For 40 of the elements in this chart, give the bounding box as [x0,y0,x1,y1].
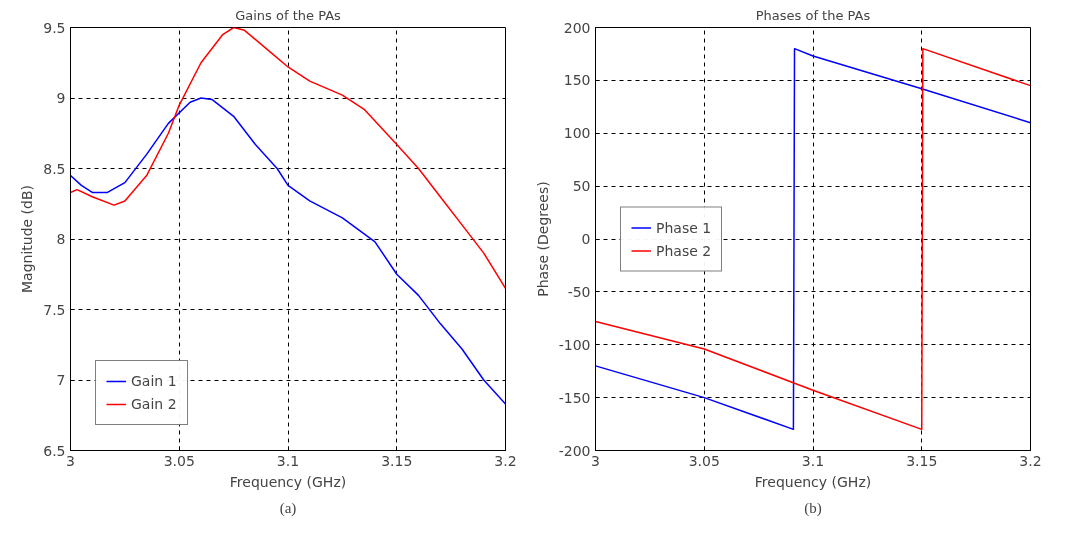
chart-title: Gains of the PAs [235,7,342,23]
y-tick-label: 9.5 [43,19,66,36]
y-tick-label: 100 [563,125,591,142]
y-tick-label: 8.5 [43,160,66,177]
y-axis-title: Magnitude (dB) [19,184,36,294]
y-tick-label: -200 [558,442,591,459]
y-tick-label: 50 [572,178,591,195]
y-tick-label: -50 [567,283,591,300]
y-axis-title: Phase (Degrees) [534,181,551,297]
x-tick-label: 3 [66,452,75,469]
x-tick-label: 3.2 [1019,452,1042,469]
y-tick-label: -150 [558,389,591,406]
text: (b) [804,499,822,517]
text: (a) [279,499,297,517]
legend-label: Phase 1 [656,219,712,235]
legend-label: Phase 2 [656,242,712,258]
x-tick-label: 3.05 [688,452,720,469]
line-series [70,27,506,290]
y-tick-label: 9 [56,90,66,106]
y-tick-label: 7 [56,372,66,388]
y-tick-label: -100 [558,336,591,353]
y-tick-label: 150 [563,72,591,89]
x-axis-title: Frequency (GHz) [754,473,872,490]
x-tick-label: 3.15 [381,452,413,469]
chart-title: Phases of the PAs [755,7,871,23]
y-tick-label: 200 [563,19,591,36]
x-tick-label: 3 [591,452,600,469]
x-axis-title: Frequency (GHz) [229,473,347,490]
y-tick-label: 8 [56,231,66,247]
x-tick-label: 3.1 [276,452,300,469]
y-tick-label: 6.5 [43,442,66,459]
line-series [595,47,1031,431]
y-tick-label: 7.5 [43,301,66,318]
legend-label: Gain 2 [131,396,177,412]
legend-label: Gain 1 [131,373,177,389]
y-tick-label: 0 [581,231,591,247]
x-tick-label: 3.2 [494,452,517,469]
x-tick-label: 3.1 [801,452,825,469]
x-tick-label: 3.15 [906,452,938,469]
x-tick-label: 3.05 [163,452,195,469]
